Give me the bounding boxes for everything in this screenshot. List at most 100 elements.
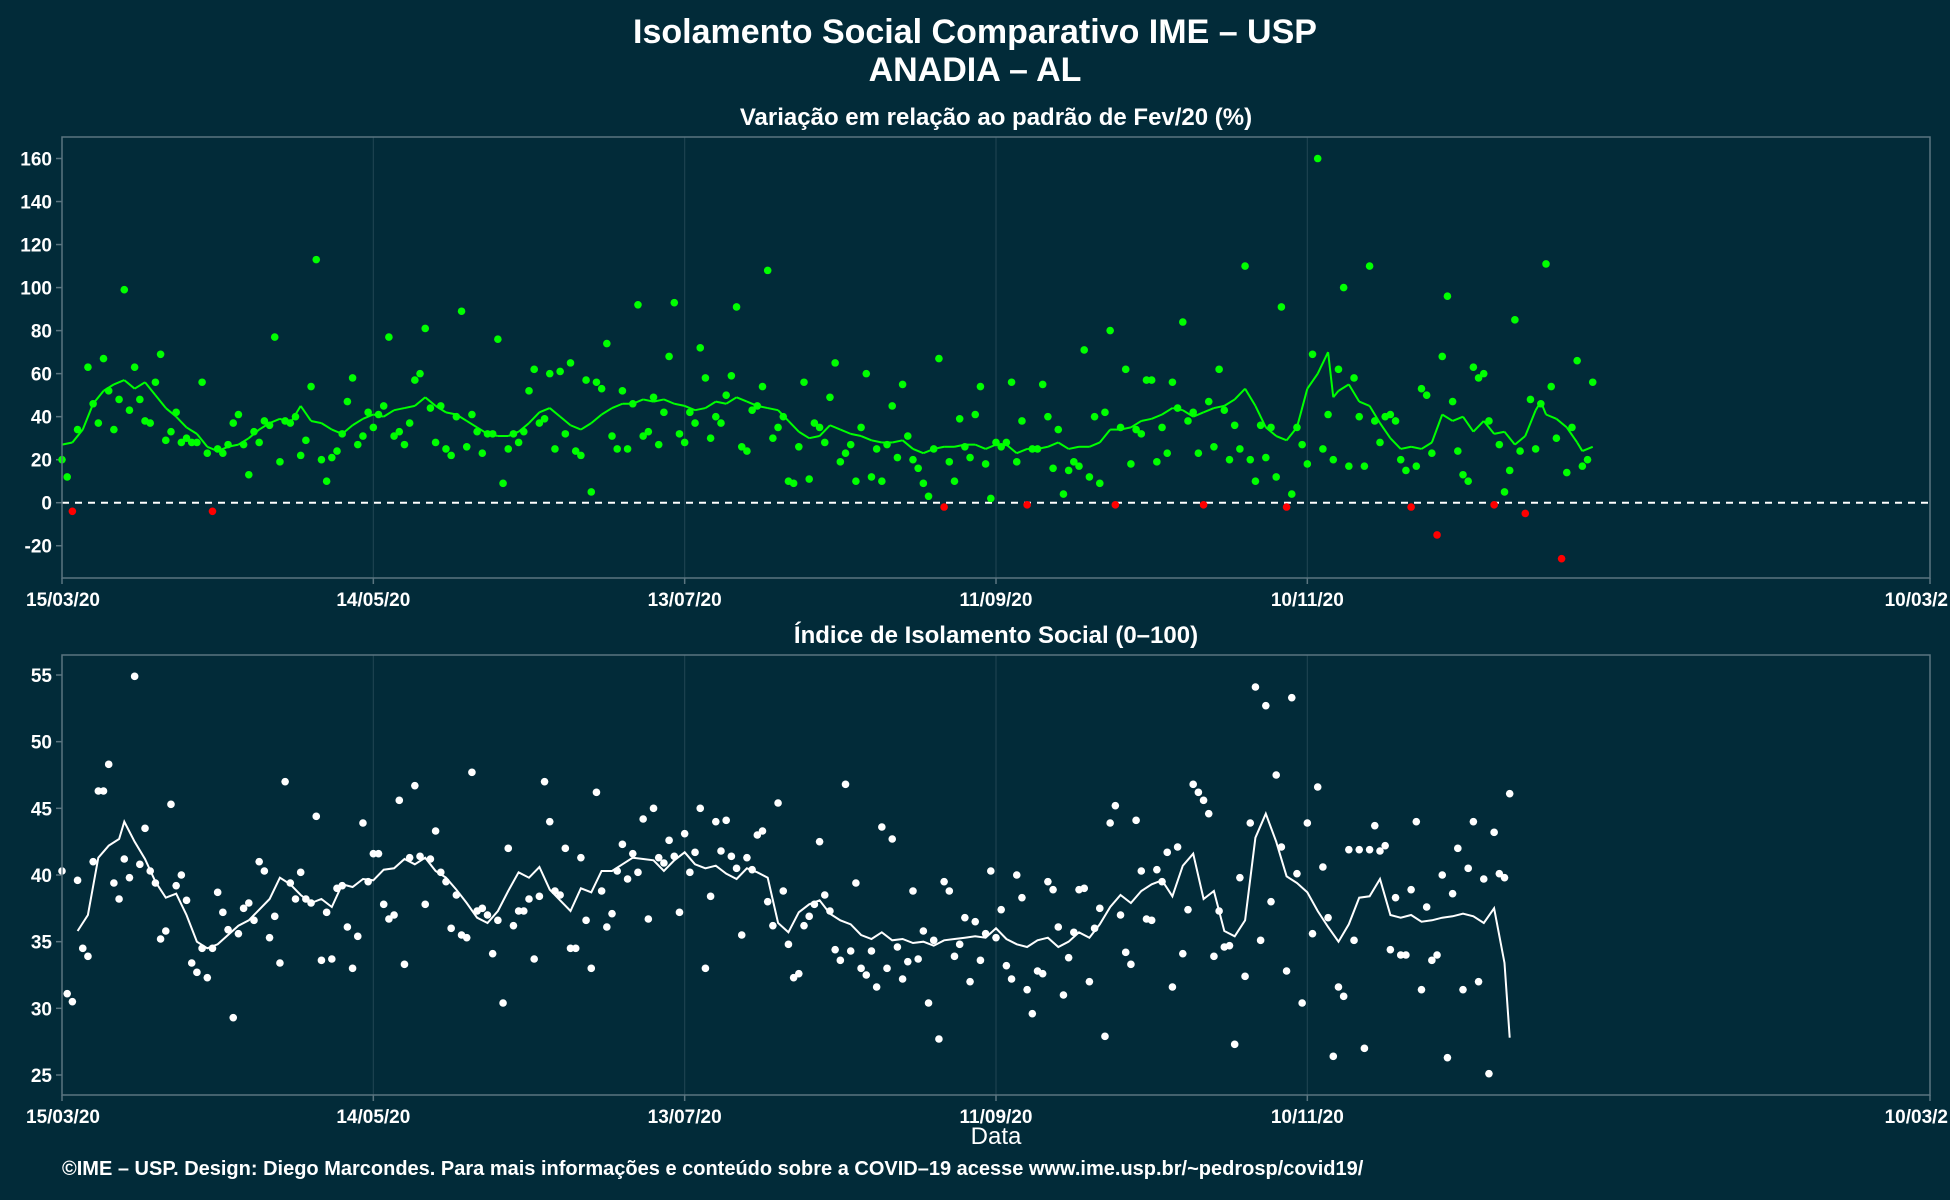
data-point (1490, 828, 1498, 837)
data-point (675, 908, 684, 917)
data-point (1464, 864, 1472, 873)
data-point (774, 799, 782, 807)
data-point (1085, 473, 1094, 481)
moving-average-segment (725, 396, 738, 405)
moving-average-segment (1524, 409, 1537, 437)
moving-average-segment (570, 424, 582, 431)
data-point (364, 408, 372, 417)
data-point (1018, 417, 1026, 425)
data-point (1433, 531, 1441, 539)
data-point (1319, 863, 1327, 871)
panel-border (61, 136, 1931, 579)
y-tick-label: 40 (31, 408, 52, 429)
moving-average-segment (1275, 435, 1287, 442)
data-point (1049, 885, 1057, 894)
data-point (167, 800, 175, 809)
data-point (63, 989, 71, 998)
data-point (1402, 466, 1410, 475)
data-point (198, 944, 206, 953)
data-point (1464, 477, 1472, 485)
data-point (1443, 292, 1452, 300)
data-point (1230, 421, 1239, 430)
data-point (722, 816, 730, 825)
moving-average-segment (1192, 411, 1204, 418)
data-point (343, 923, 352, 931)
data-point (1537, 399, 1545, 408)
data-point (193, 968, 201, 977)
data-point (717, 419, 725, 427)
data-point (1298, 440, 1306, 449)
data-point (457, 307, 466, 316)
data-point (919, 479, 928, 488)
data-point (654, 440, 663, 449)
data-point (1158, 423, 1166, 432)
moving-average-segment (299, 405, 312, 422)
data-point (250, 916, 258, 925)
data-point (945, 887, 954, 895)
data-point (763, 897, 772, 906)
y-tick-label: 120 (20, 236, 52, 257)
data-point (566, 359, 575, 367)
data-point (307, 899, 315, 907)
moving-average-segment (71, 428, 84, 444)
data-point (1313, 783, 1322, 791)
data-point (94, 419, 103, 427)
data-point (1049, 464, 1057, 473)
data-point (1215, 365, 1223, 374)
y-tick-label: 45 (31, 799, 53, 820)
moving-average-segment (1047, 441, 1059, 448)
data-point (187, 959, 196, 967)
data-point (1365, 845, 1374, 854)
moving-average-segment (1141, 417, 1152, 422)
data-point (1054, 425, 1063, 434)
data-point (1479, 875, 1488, 883)
data-point (909, 455, 917, 464)
data-point (1324, 410, 1332, 419)
data-point (940, 503, 948, 511)
data-point (468, 410, 476, 419)
data-point (234, 410, 243, 419)
data-point (1422, 391, 1431, 399)
data-point (992, 933, 1000, 942)
data-point (1132, 425, 1140, 434)
data-point (265, 933, 274, 942)
data-point (1044, 412, 1052, 421)
data-point (1350, 936, 1358, 945)
moving-average-segment (424, 396, 437, 407)
data-point (862, 369, 871, 378)
data-point (1542, 260, 1550, 268)
data-point (84, 952, 92, 961)
data-point (530, 365, 538, 374)
data-point (540, 777, 549, 786)
moving-average-segment (1379, 422, 1392, 439)
data-point (276, 458, 284, 466)
x-tick-label: 14/05/20 (336, 1107, 410, 1128)
data-point (520, 907, 528, 915)
data-point (556, 891, 564, 899)
data-point (208, 507, 217, 516)
data-point (1277, 303, 1286, 311)
data-point (1308, 929, 1317, 938)
x-tick-label: 14/05/20 (336, 590, 410, 611)
data-point (1282, 967, 1291, 975)
data-point (1038, 969, 1047, 978)
data-point (706, 892, 715, 901)
data-point (1303, 819, 1312, 827)
data-point (903, 957, 912, 966)
data-point (488, 949, 497, 958)
data-point (1469, 363, 1478, 371)
data-point (1064, 953, 1073, 962)
data-point (914, 464, 922, 473)
data-point (1516, 447, 1524, 455)
data-point (245, 470, 253, 479)
data-point (411, 376, 419, 384)
data-point (1293, 869, 1301, 878)
data-point (966, 977, 974, 986)
moving-average-segment (1057, 441, 1070, 450)
data-point (1573, 356, 1581, 365)
data-point (577, 853, 585, 862)
moving-average-line (76, 811, 1511, 1038)
moving-average-segment (1151, 413, 1163, 420)
data-point (1511, 316, 1519, 324)
data-point (769, 434, 777, 442)
